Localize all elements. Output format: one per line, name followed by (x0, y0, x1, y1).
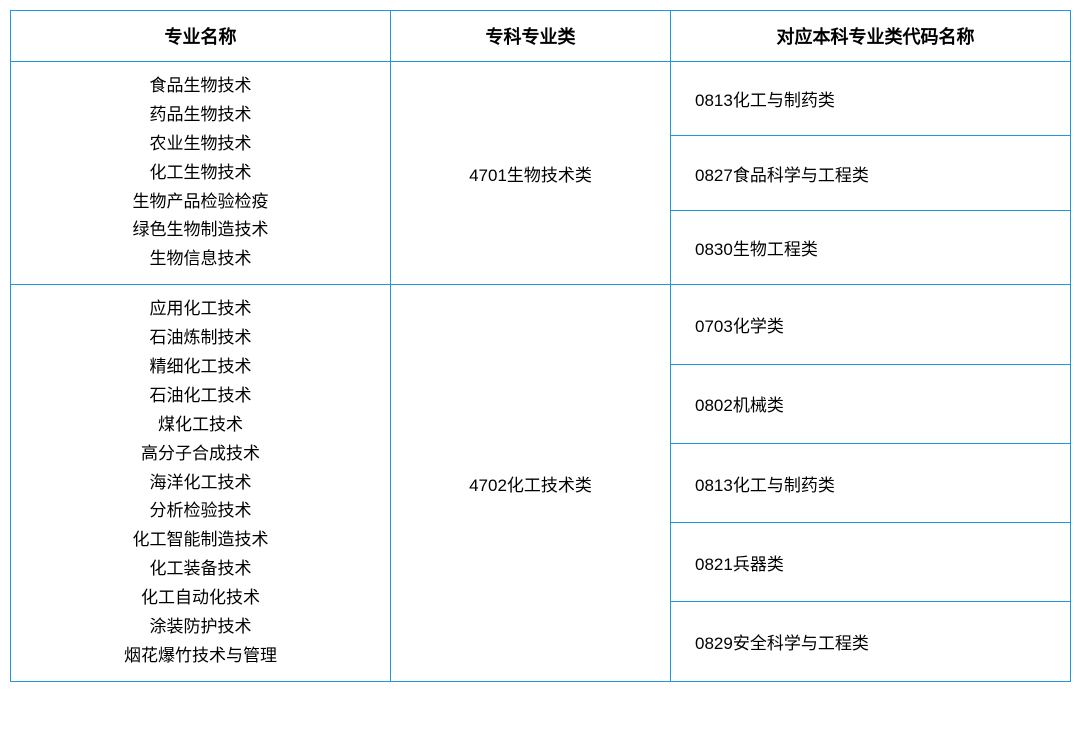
major-item: 农业生物技术 (25, 130, 376, 159)
table-body: 食品生物技术药品生物技术农业生物技术化工生物技术生物产品检验检疫绿色生物制造技术… (11, 62, 1071, 682)
table-row: 应用化工技术石油炼制技术精细化工技术石油化工技术煤化工技术高分子合成技术海洋化工… (11, 285, 1071, 364)
bachelor-cell: 0813化工与制药类 (671, 62, 1071, 136)
major-item: 涂装防护技术 (25, 613, 376, 642)
bachelor-cell: 0802机械类 (671, 364, 1071, 443)
major-list: 应用化工技术石油炼制技术精细化工技术石油化工技术煤化工技术高分子合成技术海洋化工… (25, 295, 376, 671)
major-item: 应用化工技术 (25, 295, 376, 324)
major-item: 绿色生物制造技术 (25, 216, 376, 245)
major-item: 石油炼制技术 (25, 324, 376, 353)
major-item: 化工生物技术 (25, 159, 376, 188)
major-cell: 应用化工技术石油炼制技术精细化工技术石油化工技术煤化工技术高分子合成技术海洋化工… (11, 285, 391, 682)
header-bachelor: 对应本科专业类代码名称 (671, 11, 1071, 62)
major-item: 食品生物技术 (25, 72, 376, 101)
major-item: 石油化工技术 (25, 382, 376, 411)
bachelor-cell: 0821兵器类 (671, 523, 1071, 602)
header-category: 专科专业类 (391, 11, 671, 62)
major-cell: 食品生物技术药品生物技术农业生物技术化工生物技术生物产品检验检疫绿色生物制造技术… (11, 62, 391, 285)
major-item: 分析检验技术 (25, 497, 376, 526)
major-item: 精细化工技术 (25, 353, 376, 382)
category-cell: 4702化工技术类 (391, 285, 671, 682)
bachelor-cell: 0830生物工程类 (671, 210, 1071, 284)
major-item: 高分子合成技术 (25, 440, 376, 469)
major-list: 食品生物技术药品生物技术农业生物技术化工生物技术生物产品检验检疫绿色生物制造技术… (25, 72, 376, 274)
major-item: 煤化工技术 (25, 411, 376, 440)
major-item: 化工自动化技术 (25, 584, 376, 613)
table-header-row: 专业名称 专科专业类 对应本科专业类代码名称 (11, 11, 1071, 62)
bachelor-cell: 0703化学类 (671, 285, 1071, 364)
bachelor-cell: 0827食品科学与工程类 (671, 136, 1071, 210)
table-row: 食品生物技术药品生物技术农业生物技术化工生物技术生物产品检验检疫绿色生物制造技术… (11, 62, 1071, 136)
major-item: 药品生物技术 (25, 101, 376, 130)
bachelor-cell: 0813化工与制药类 (671, 443, 1071, 522)
major-mapping-table: 专业名称 专科专业类 对应本科专业类代码名称 食品生物技术药品生物技术农业生物技… (10, 10, 1071, 682)
major-item: 烟花爆竹技术与管理 (25, 642, 376, 671)
category-cell: 4701生物技术类 (391, 62, 671, 285)
bachelor-cell: 0829安全科学与工程类 (671, 602, 1071, 681)
major-item: 海洋化工技术 (25, 469, 376, 498)
major-item: 生物产品检验检疫 (25, 188, 376, 217)
major-item: 化工智能制造技术 (25, 526, 376, 555)
major-item: 化工装备技术 (25, 555, 376, 584)
major-item: 生物信息技术 (25, 245, 376, 274)
header-major: 专业名称 (11, 11, 391, 62)
